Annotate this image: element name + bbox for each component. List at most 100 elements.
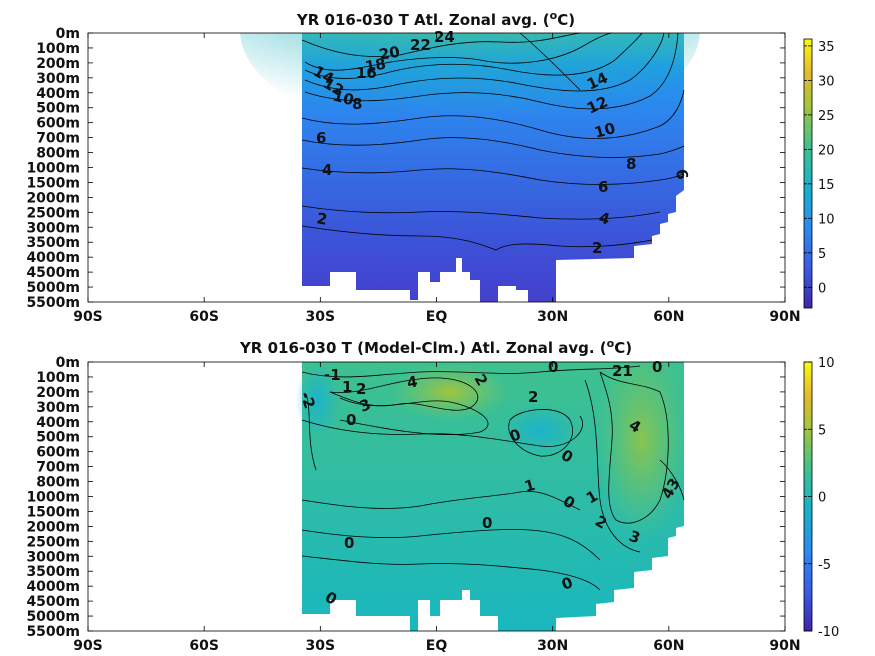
x-tick-label: 30N	[537, 638, 568, 654]
y-tick-label: 2500m	[26, 205, 80, 221]
contour-label: 0	[346, 411, 356, 429]
y-tick-label: 800m	[36, 146, 80, 162]
panel-2-ticks: 90S 60S 30S EQ 30N 60N 90N0m100m200m300m400m50…	[26, 355, 800, 654]
contour-label: -1	[324, 366, 341, 384]
y-tick-label: 800m	[36, 475, 80, 491]
contour-label: 6	[598, 178, 608, 196]
y-tick-label: 100m	[36, 41, 80, 57]
panel-2-title: YR 016-030 T (Model-Clm.) Atl. Zonal avg…	[239, 337, 632, 357]
contour-label: 2	[356, 380, 366, 398]
colorbar-tick-label: 10	[818, 356, 835, 371]
y-tick-label: 400m	[36, 415, 80, 431]
contour-label: 4	[406, 372, 419, 392]
contour-label: 21	[612, 362, 633, 380]
panel-2-field	[296, 362, 688, 631]
y-tick-label: 4000m	[26, 579, 80, 595]
contour-label: 8	[352, 95, 362, 113]
panel-2-warm-anomaly-north	[596, 362, 688, 540]
contour-label: 10	[331, 86, 356, 109]
contour-label: 6	[672, 168, 692, 181]
colorbar-tick-label: -5	[818, 558, 831, 573]
contour-label: 1	[342, 378, 352, 396]
colorbar-tick-label: -10	[818, 625, 839, 640]
x-tick-label: 30S	[306, 638, 336, 654]
contour-label: 8	[626, 155, 636, 173]
x-tick-label: 30N	[537, 309, 568, 325]
y-tick-label: 4500m	[26, 265, 80, 281]
colorbar-tick-label: 35	[818, 40, 835, 55]
y-tick-label: 3500m	[26, 235, 80, 251]
y-tick-label: 0m	[56, 355, 80, 371]
y-tick-label: 700m	[36, 131, 80, 147]
contour-label: 10	[592, 119, 617, 142]
panel-1-field	[240, 33, 700, 302]
colorbar-tick-label: 20	[818, 143, 835, 158]
y-tick-label: 3500m	[26, 564, 80, 580]
y-tick-label: 5500m	[26, 295, 80, 311]
contour-label: 1	[522, 476, 537, 496]
y-tick-label: 1000m	[26, 161, 80, 177]
x-tick-label: EQ	[426, 309, 448, 325]
y-tick-label: 4500m	[26, 594, 80, 610]
x-tick-label: 30S	[306, 309, 336, 325]
colorbar-tick-label: 5	[818, 423, 826, 438]
x-tick-label: 60N	[653, 638, 684, 654]
colorbar-tick-label: 5	[818, 247, 826, 262]
y-tick-label: 400m	[36, 86, 80, 102]
contour-label: 4	[322, 161, 332, 179]
colorbar-tick-label: 25	[818, 109, 835, 124]
colorbar-2-ticks: 10 5 0 -5 -10	[804, 356, 839, 640]
contour-label: 2	[592, 239, 602, 257]
contour-label: 22	[410, 36, 431, 54]
contour-label: -2	[296, 389, 319, 411]
colorbar-tick-label: 0	[818, 281, 826, 296]
y-tick-label: 2000m	[26, 190, 80, 206]
x-tick-label: 90S	[73, 309, 103, 325]
contour-label: 4	[597, 208, 612, 228]
panel-2: YR 016-030 T (Model-Clm.) Atl. Zonal avg…	[26, 337, 839, 654]
contour-label: 2	[528, 388, 538, 406]
contour-label: 6	[316, 129, 326, 147]
colorbar-tick-label: 0	[818, 491, 826, 506]
y-tick-label: 300m	[36, 71, 80, 87]
contour-label: 0	[482, 514, 492, 532]
y-tick-label: 200m	[36, 385, 80, 401]
y-tick-label: 100m	[36, 370, 80, 386]
y-tick-label: 600m	[36, 116, 80, 132]
panel-2-ocean-area	[302, 362, 684, 631]
contour-label: 20	[378, 43, 402, 64]
x-tick-label: EQ	[426, 638, 448, 654]
x-tick-label: 90N	[769, 638, 800, 654]
contour-label: 0	[548, 358, 558, 376]
y-tick-label: 1000m	[26, 490, 80, 506]
y-tick-label: 1500m	[26, 504, 80, 520]
colorbar-tick-label: 15	[818, 178, 835, 193]
y-tick-label: 3000m	[26, 549, 80, 565]
y-tick-label: 1500m	[26, 175, 80, 191]
colorbar-tick-label: 10	[818, 212, 835, 227]
y-tick-label: 4000m	[26, 250, 80, 266]
x-tick-label: 60S	[189, 309, 219, 325]
x-tick-label: 60S	[189, 638, 219, 654]
contour-label: 0	[652, 358, 662, 376]
contour-label: 0	[344, 534, 354, 552]
panel-1-warm-surface	[240, 33, 700, 140]
y-tick-label: 0m	[56, 26, 80, 42]
panel-1-title: YR 016-030 T Atl. Zonal avg. (oC)	[296, 9, 575, 29]
contour-label: 24	[434, 28, 455, 46]
y-tick-label: 5000m	[26, 280, 80, 296]
y-tick-label: 300m	[36, 400, 80, 416]
y-tick-label: 600m	[36, 445, 80, 461]
colorbar-1-ticks: 35 30 25 20 15 10 5 0	[804, 40, 835, 296]
y-tick-label: 500m	[36, 101, 80, 117]
panel-1-ticks: 90S 60S 30S EQ 30N 60N 90N0m100m200m300m400m50…	[26, 26, 800, 325]
colorbar-tick-label: 30	[818, 74, 835, 89]
y-tick-label: 500m	[36, 430, 80, 446]
panel-1: YR 016-030 T Atl. Zonal avg. (oC) 24 22 …	[26, 9, 835, 325]
x-tick-label: 90N	[769, 309, 800, 325]
y-tick-label: 2000m	[26, 519, 80, 535]
panel-1-contours	[301, 32, 685, 251]
panel-2-cool-anomaly-south	[296, 362, 340, 440]
contour-label: 18	[364, 55, 388, 76]
